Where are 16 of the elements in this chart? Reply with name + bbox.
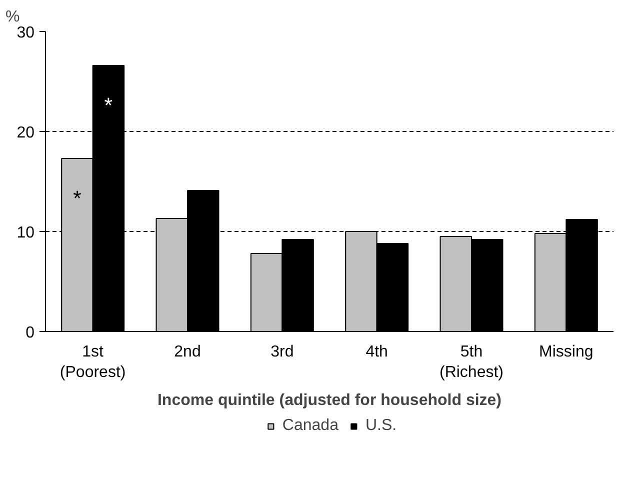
y-tick-label: 20 [16,124,35,142]
x-tick-label: 1st (Poorest) [60,344,126,381]
x-axis-title: Income quintile (adjusted for household size) [157,392,502,409]
legend-label: U.S. [365,417,397,435]
x-tick-label: 5th (Richest) [439,344,504,381]
x-tick-label: Missing [539,344,594,360]
y-tick-label: 10 [16,224,35,242]
y-axis-title: % [6,8,20,26]
data-label: * [73,186,82,210]
x-tick-label: 3rd [270,344,294,360]
y-tick-label: 0 [26,324,35,342]
x-tick-label: 4th [366,344,388,360]
x-tick-label: 2nd [174,344,201,360]
y-tick-label: 30 [16,24,35,42]
legend-label: Canada [282,417,338,435]
data-label: * [104,94,113,118]
